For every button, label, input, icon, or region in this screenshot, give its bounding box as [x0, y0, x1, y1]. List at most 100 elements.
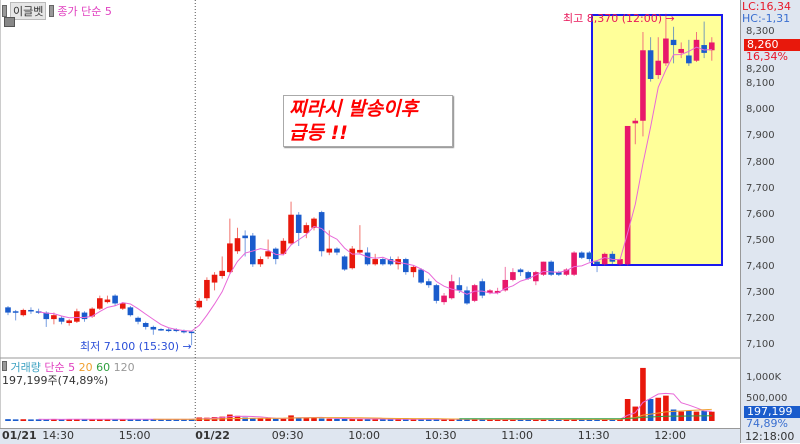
volume-bar — [20, 419, 27, 421]
time-axis[interactable]: 01/21 14:30 15:00 01/22 09:30 10:00 10:30 11:00… — [0, 428, 740, 444]
candle-up — [502, 279, 509, 291]
volume-bar — [563, 419, 570, 421]
candle-down — [425, 281, 432, 286]
candle-down — [127, 307, 134, 316]
volume-bar — [663, 395, 669, 421]
volume-bar — [403, 419, 409, 421]
candle-down — [242, 235, 248, 239]
volume-bar — [655, 397, 662, 421]
volume-bar — [295, 417, 302, 421]
candle-up — [204, 279, 210, 299]
price-axis[interactable] — [740, 0, 800, 443]
candle-down — [578, 252, 585, 258]
candle-up — [89, 308, 95, 317]
candle-up — [227, 243, 233, 273]
candle-down — [548, 261, 554, 275]
volume-bar — [372, 419, 378, 421]
candle-up — [601, 253, 608, 265]
candle-up — [655, 60, 662, 76]
volume-bar — [571, 419, 577, 421]
candle-up — [663, 38, 669, 64]
candle-down — [341, 256, 348, 270]
candle-up — [632, 120, 639, 124]
grip-handle[interactable] — [2, 361, 7, 371]
candle-down — [142, 323, 149, 327]
candle-down — [58, 317, 65, 322]
price-tick-label: 7,700 — [746, 182, 775, 194]
candle-down — [525, 272, 531, 279]
volume-legend: 거래량 단순 5 20 60 120 197,199주(74,89%) — [2, 361, 135, 387]
volume-title: 거래량 — [10, 361, 41, 374]
volume-bar — [632, 406, 639, 421]
volume-bar — [265, 418, 271, 421]
volume-bar — [387, 419, 394, 421]
volume-bar — [119, 419, 126, 421]
volume-ma60: 60 — [96, 361, 111, 374]
candle-up — [196, 300, 203, 308]
volume-percent: 74,89% — [746, 417, 788, 430]
volume-bar — [257, 418, 264, 421]
candle-down — [647, 50, 654, 79]
candle-up — [471, 285, 478, 301]
candle-down — [150, 326, 157, 330]
price-tick-label: 8,300 — [746, 26, 775, 37]
candle-up — [303, 225, 310, 233]
candle-down — [334, 248, 340, 253]
price-tick-label: 7,300 — [746, 287, 775, 298]
volume-bar — [525, 419, 531, 421]
candle-down — [5, 307, 11, 313]
volume-bar — [395, 419, 401, 421]
stock-name[interactable]: 이글벳 — [10, 2, 47, 20]
volume-value: 197,199주(74,89%) — [2, 374, 109, 387]
candle-down — [28, 309, 34, 312]
volume-bar — [74, 419, 80, 421]
time-tick-label: 11:00 — [501, 429, 533, 442]
candle-up — [563, 269, 570, 275]
candle-down — [464, 290, 470, 304]
volume-bar — [173, 419, 180, 421]
grip-handle[interactable] — [49, 5, 55, 17]
volume-bar — [326, 418, 333, 421]
clock: 12:18:00 — [745, 430, 795, 443]
volume-bar — [578, 419, 585, 421]
candle-down — [403, 259, 409, 273]
candle-up — [219, 270, 225, 277]
volume-bar — [66, 419, 72, 421]
candle-down — [479, 281, 486, 296]
candle-up — [441, 295, 447, 303]
candle-up — [357, 249, 363, 253]
candle-down — [556, 272, 562, 275]
change-percent: 16,34% — [746, 50, 788, 63]
candle-up — [693, 39, 700, 61]
panel-toggle-button[interactable] — [4, 17, 15, 27]
volume-bar — [517, 419, 524, 421]
candle-down — [158, 329, 164, 331]
last-price-badge: 8,260 — [744, 39, 800, 51]
volume-bar — [540, 419, 547, 421]
candle-up — [640, 50, 646, 121]
candle-up — [280, 240, 287, 254]
volume-bar — [624, 399, 631, 421]
volume-bar — [471, 419, 478, 421]
volume-tick-label: 1,000K — [746, 372, 782, 383]
candle-up — [448, 281, 455, 299]
volume-bar — [601, 419, 608, 421]
candle-down — [181, 330, 187, 333]
candle-down — [380, 259, 386, 265]
volume-bar — [5, 419, 11, 421]
candle-up — [624, 125, 631, 265]
volume-bar — [81, 419, 88, 421]
volume-bar — [617, 419, 623, 421]
candle-up — [487, 290, 493, 293]
volume-tick-label: 500,000 — [746, 393, 788, 404]
grip-handle[interactable] — [2, 5, 7, 17]
candle-down — [12, 311, 19, 313]
annotation-line: 급등 !! — [289, 122, 348, 144]
volume-bar — [28, 419, 34, 421]
time-tick-label: 01/22 — [195, 429, 230, 442]
low-price-label: 최저 7,100 (15:30) → — [80, 340, 192, 353]
volume-bar — [135, 419, 141, 421]
candle-down — [81, 312, 88, 320]
price-tick-label: 7,500 — [746, 234, 775, 246]
